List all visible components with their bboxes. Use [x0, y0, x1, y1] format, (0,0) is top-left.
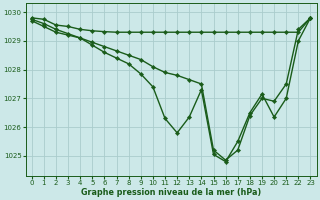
- X-axis label: Graphe pression niveau de la mer (hPa): Graphe pression niveau de la mer (hPa): [81, 188, 261, 197]
